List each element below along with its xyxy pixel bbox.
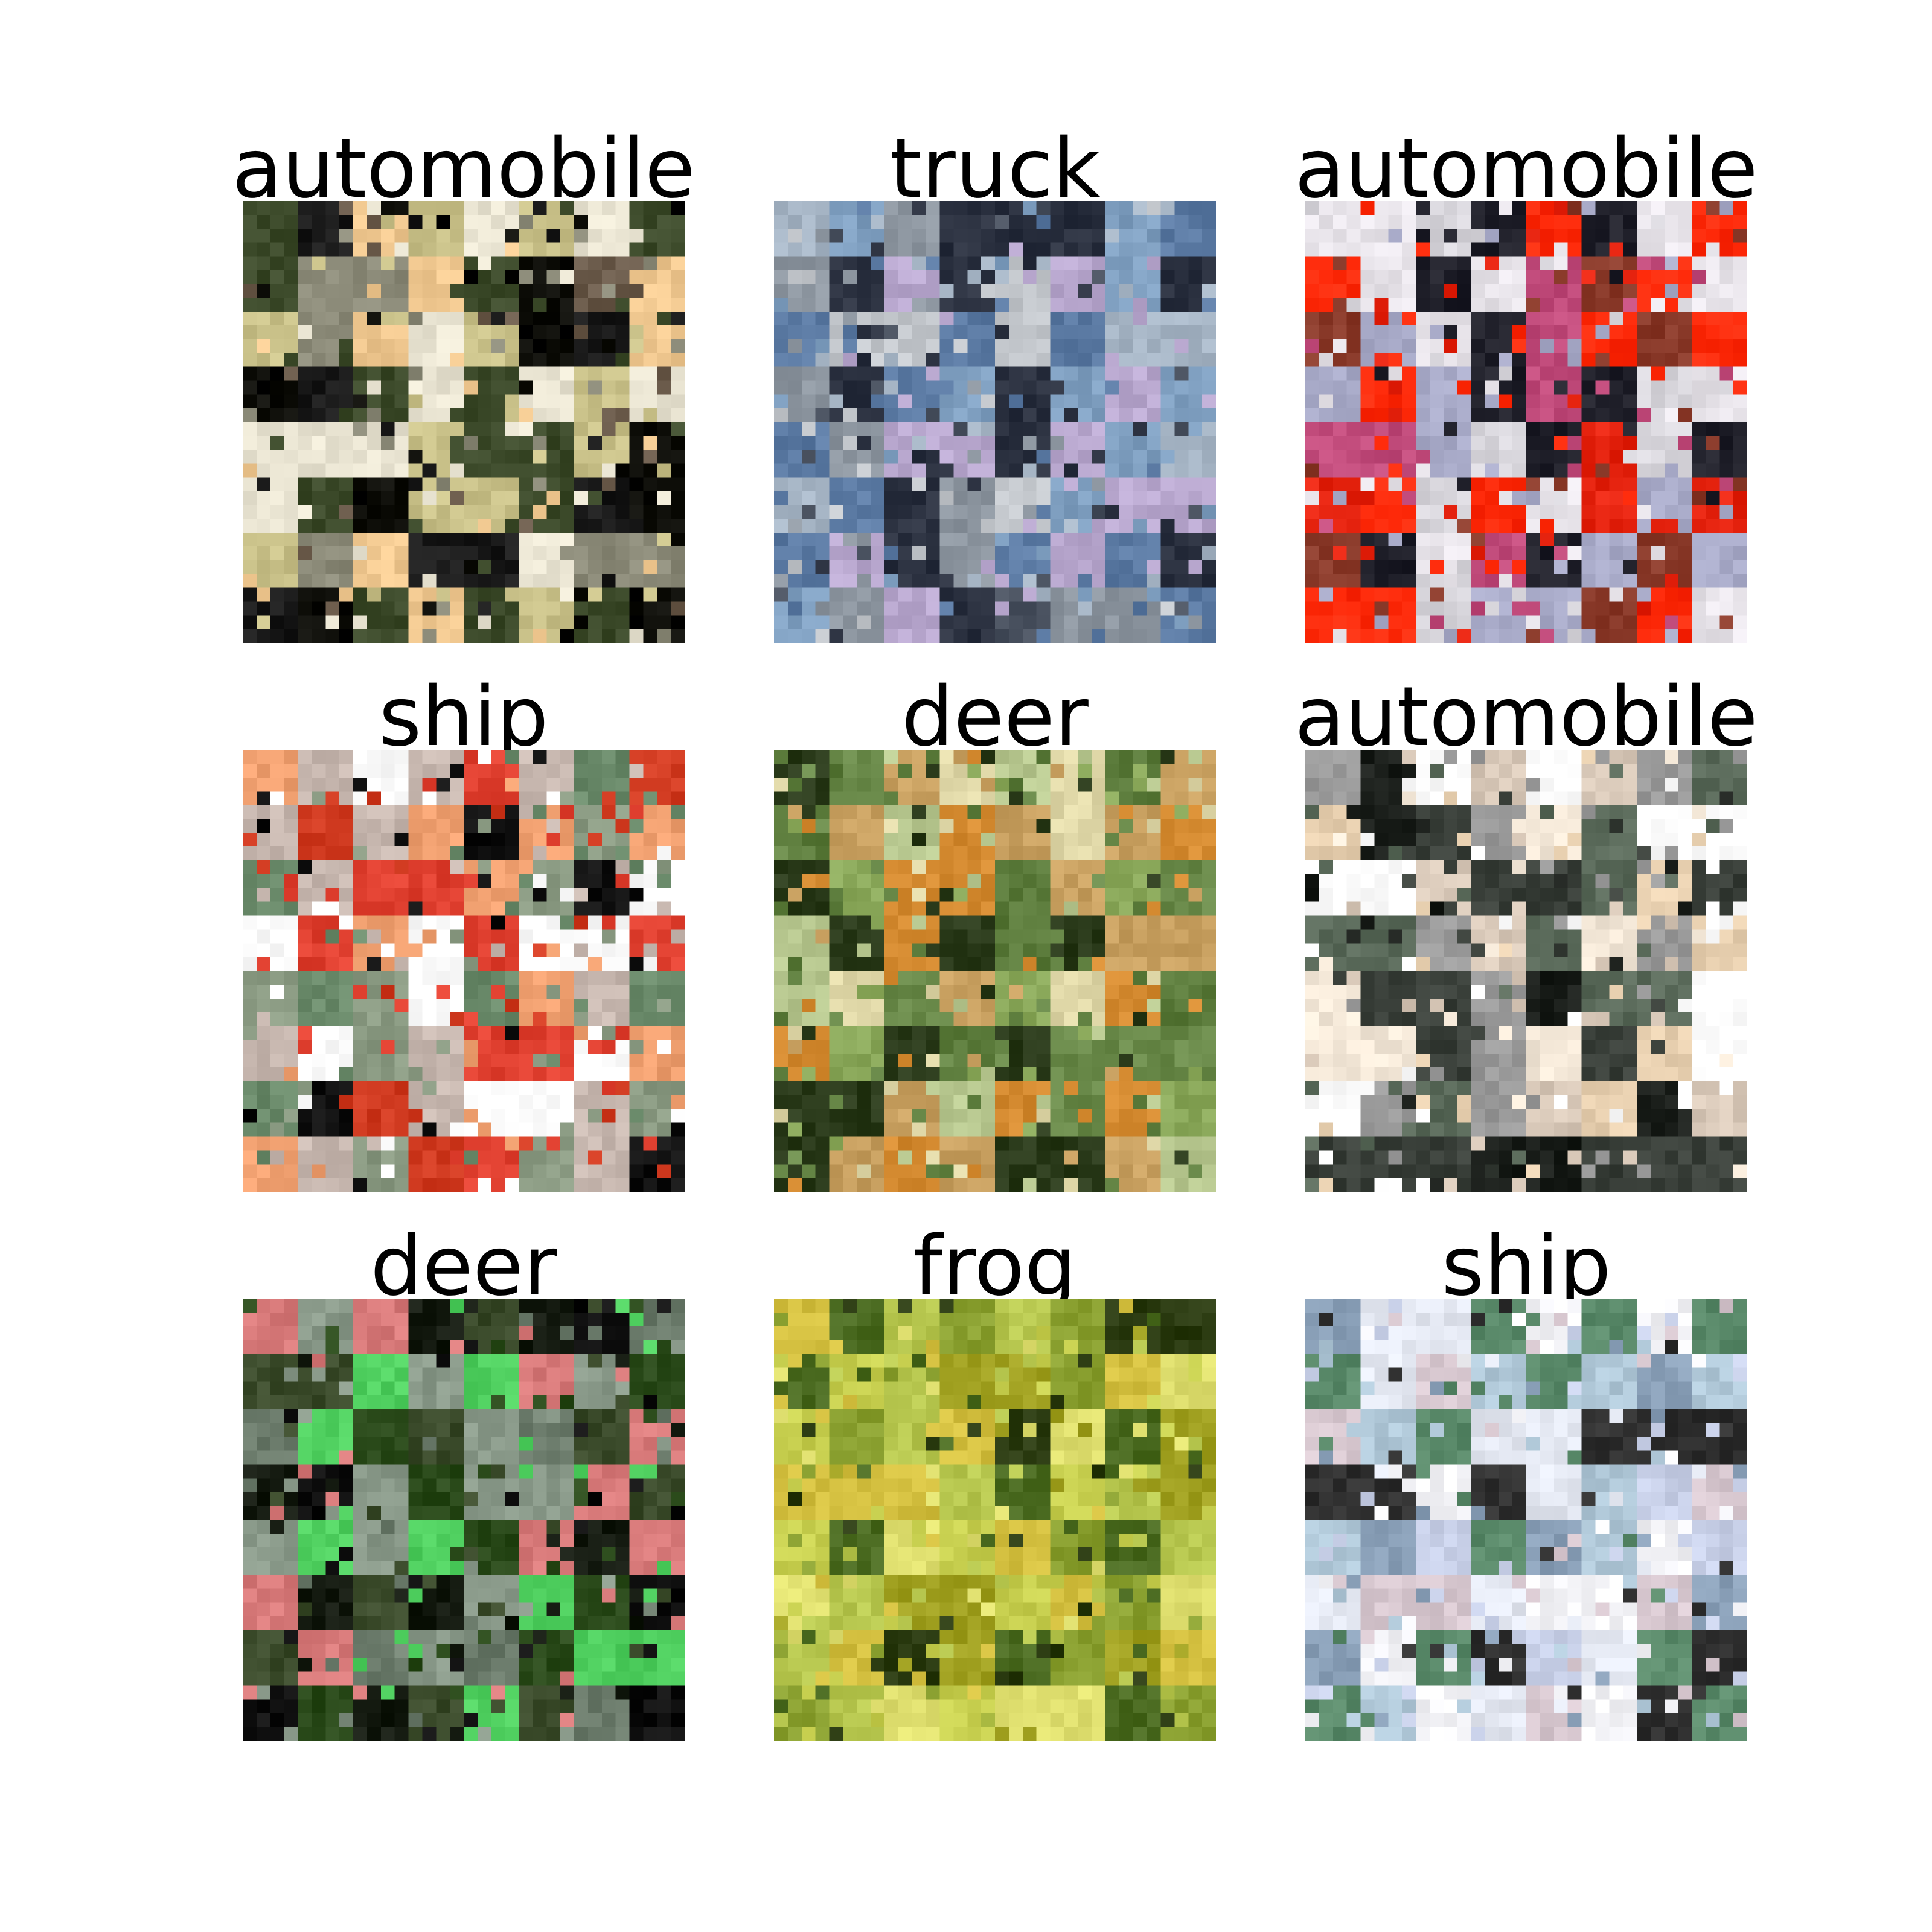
tile-label: frog [913, 1219, 1077, 1314]
generated-frog-image [774, 1299, 1216, 1741]
tile-label: ship [379, 670, 549, 765]
generated-deer-image [774, 750, 1216, 1192]
generated-ship-image [243, 750, 685, 1192]
tile-label: automobile [1294, 121, 1758, 217]
generated-deer-image [243, 1299, 685, 1741]
tile-label: automobile [232, 121, 696, 217]
generated-truck-image [774, 201, 1216, 643]
tile-label: deer [370, 1219, 557, 1314]
generated-car-image [1305, 750, 1747, 1192]
tile-label: ship [1441, 1219, 1611, 1314]
tile-label: deer [901, 670, 1089, 765]
generated-ship-image [1305, 1299, 1747, 1741]
tile-label: automobile [1294, 670, 1758, 765]
generated-car-image [1305, 201, 1747, 643]
tile-label: truck [889, 121, 1101, 217]
generated-car-image [243, 201, 685, 643]
